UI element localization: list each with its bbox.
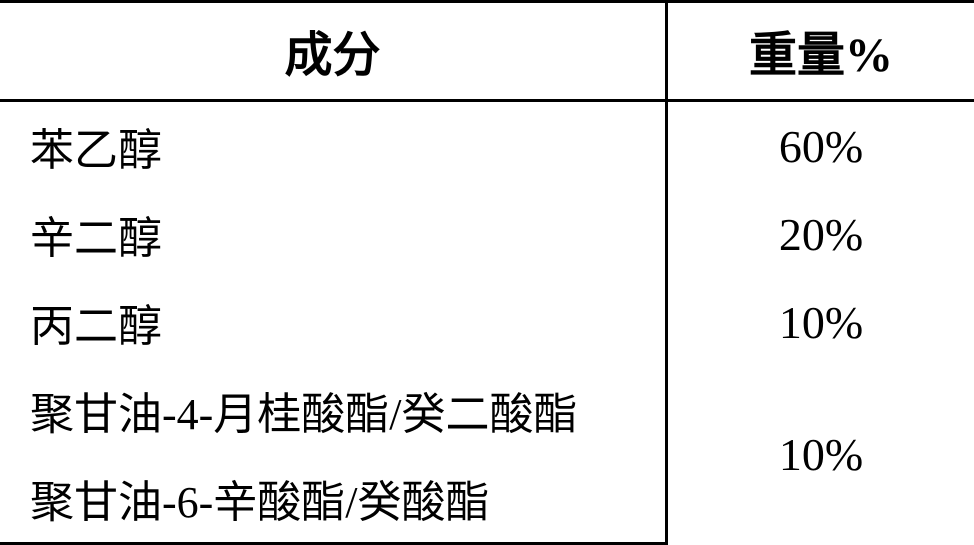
cell-name: 聚甘油-6-辛酸酯/癸酸酯 xyxy=(0,454,666,544)
cell-pct: 20% xyxy=(666,190,974,278)
cell-pct: 60% xyxy=(666,101,974,191)
column-header-pct: 重量% xyxy=(666,2,974,101)
column-header-name: 成分 xyxy=(0,2,666,101)
cell-name: 聚甘油-4-月桂酸酯/癸二酸酯 xyxy=(0,366,666,454)
composition-table: 成分 重量% 苯乙醇 60% 辛二醇 20% 丙二醇 10% 聚甘油-4-月桂酸… xyxy=(0,0,974,545)
cell-pct: 10% xyxy=(666,278,974,366)
table-row: 聚甘油-4-月桂酸酯/癸二酸酯 10% xyxy=(0,366,974,454)
table-row: 苯乙醇 60% xyxy=(0,101,974,191)
cell-pct: 10% xyxy=(666,366,974,544)
table-row: 丙二醇 10% xyxy=(0,278,974,366)
table-row: 辛二醇 20% xyxy=(0,190,974,278)
cell-name: 辛二醇 xyxy=(0,190,666,278)
cell-name: 苯乙醇 xyxy=(0,101,666,191)
cell-name: 丙二醇 xyxy=(0,278,666,366)
table-header-row: 成分 重量% xyxy=(0,2,974,101)
